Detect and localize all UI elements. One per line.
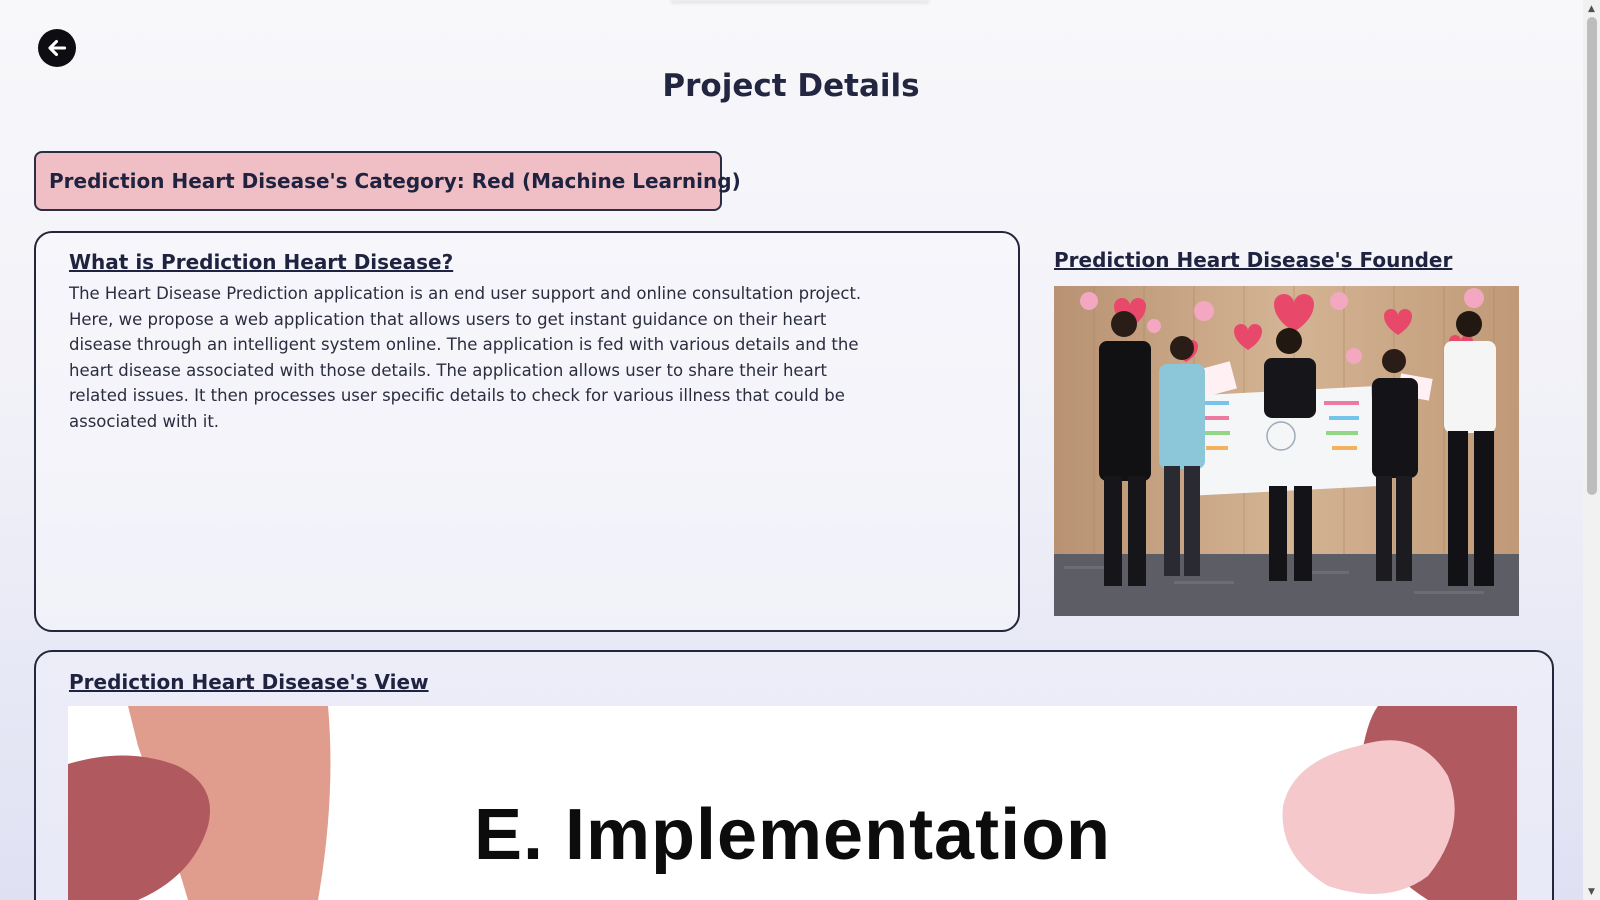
page-title: Project Details	[662, 68, 920, 104]
scroll-up-icon[interactable]: ▲	[1588, 3, 1595, 14]
founder-heading: Prediction Heart Disease's Founder	[1054, 248, 1453, 272]
back-button[interactable]	[38, 29, 76, 67]
founder-photo	[1054, 286, 1519, 616]
slide-decoration	[68, 706, 1517, 900]
category-label: Prediction Heart Disease's Category: Red…	[49, 169, 741, 193]
vertical-scrollbar[interactable]: ▲ ▼	[1583, 0, 1600, 900]
view-heading: Prediction Heart Disease's View	[69, 670, 429, 694]
scroll-thumb[interactable]	[1587, 17, 1597, 495]
about-heading: What is Prediction Heart Disease?	[69, 250, 454, 274]
slide-title: E. Implementation	[473, 795, 1112, 875]
view-slide-image: E. Implementation	[68, 706, 1517, 900]
top-shadow	[670, 0, 930, 4]
scroll-down-icon[interactable]: ▼	[1588, 886, 1595, 897]
category-badge: Prediction Heart Disease's Category: Red…	[34, 151, 741, 211]
about-card: What is Prediction Heart Disease? The He…	[34, 231, 1020, 632]
about-description: The Heart Disease Prediction application…	[69, 284, 862, 431]
arrow-left-icon	[48, 39, 67, 57]
founder-group-image	[1054, 286, 1519, 616]
